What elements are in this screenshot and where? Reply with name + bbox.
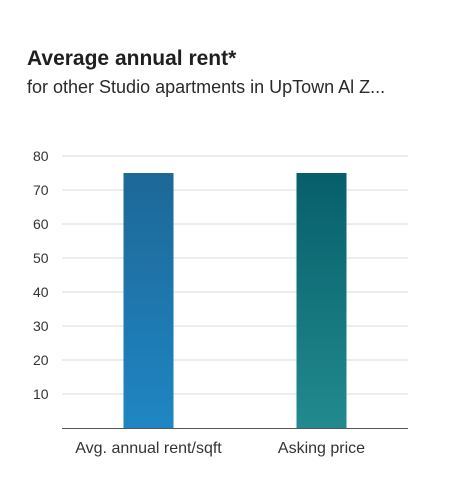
y-tick-label: 60 <box>33 216 49 232</box>
y-tick-label: 40 <box>33 284 49 300</box>
chart-subtitle: for other Studio apartments in UpTown Al… <box>27 77 386 97</box>
x-category-label: Avg. annual rent/sqft <box>75 440 222 457</box>
bar-2[interactable] <box>296 173 347 428</box>
x-axis-labels: Avg. annual rent/sqft Asking price <box>75 440 365 457</box>
y-tick-label: 30 <box>33 318 49 334</box>
chart-title: Average annual rent* <box>27 47 237 70</box>
gridlines <box>62 155 408 395</box>
bars <box>123 173 347 428</box>
y-tick-label: 70 <box>33 182 49 198</box>
bar-1[interactable] <box>123 173 174 428</box>
y-tick-label: 80 <box>33 148 49 164</box>
y-axis-ticks: 10 20 30 40 50 60 70 80 <box>33 148 49 402</box>
y-tick-label: 10 <box>33 386 49 402</box>
y-tick-label: 50 <box>33 250 49 266</box>
x-category-label: Asking price <box>278 440 365 457</box>
y-tick-label: 20 <box>33 352 49 368</box>
